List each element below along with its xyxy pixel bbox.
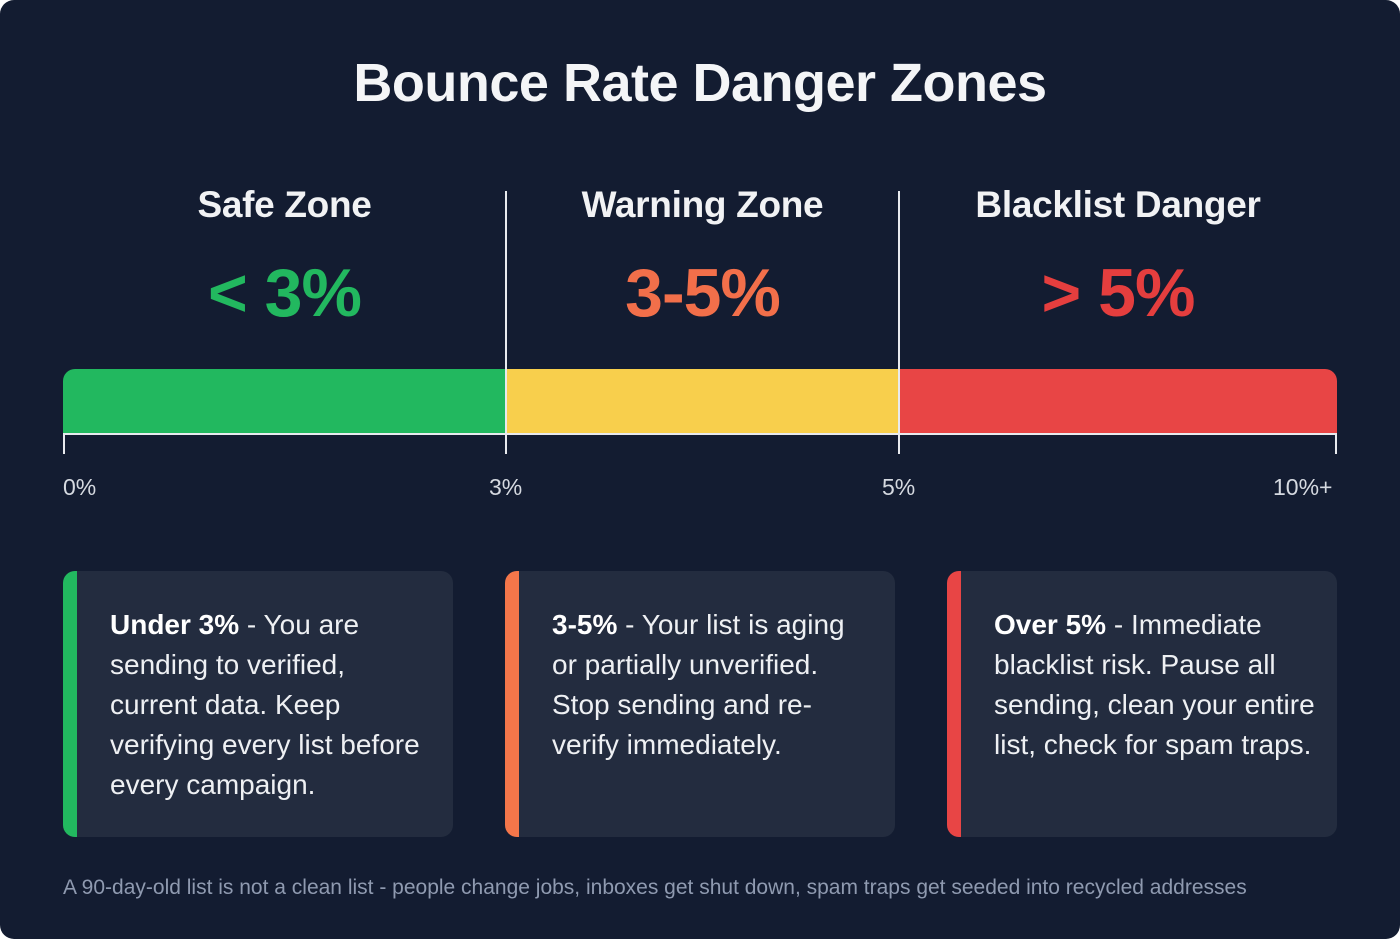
card-text: Over 5% - Immediate blacklist risk. Paus… xyxy=(994,605,1319,765)
zone-header-danger: Blacklist Danger > 5% xyxy=(899,184,1337,332)
tick-label-3: 3% xyxy=(489,474,523,500)
card-description: - You are sending to verified, current d… xyxy=(110,609,420,800)
card-accent-bar xyxy=(505,571,519,837)
axis-tick xyxy=(898,433,900,454)
tick-label-10: 10%+ xyxy=(1273,474,1333,500)
card-accent-bar xyxy=(63,571,77,837)
card-text: Under 3% - You are sending to verified, … xyxy=(110,605,435,805)
card-lead: Over 5% xyxy=(994,609,1107,640)
card-accent-bar xyxy=(947,571,961,837)
axis-tick xyxy=(505,433,507,454)
chart-title: Bounce Rate Danger Zones xyxy=(353,53,1047,113)
zone-divider xyxy=(505,191,507,453)
zone-name: Safe Zone xyxy=(197,184,372,225)
bar-segment-warning xyxy=(506,369,899,433)
tick-label-0: 0% xyxy=(63,474,97,500)
card-description: - Immediate blacklist risk. Pause all se… xyxy=(994,609,1315,760)
zone-range: < 3% xyxy=(208,255,362,331)
bar-segment-safe xyxy=(63,369,506,433)
footnote: A 90-day-old list is not a clean list - … xyxy=(63,876,1247,899)
zone-divider xyxy=(898,191,900,453)
tick-label-5: 5% xyxy=(882,474,916,500)
zone-range: 3-5% xyxy=(625,255,781,331)
zone-range: > 5% xyxy=(1041,255,1196,331)
info-card-safe: Under 3% - You are sending to verified, … xyxy=(63,571,453,837)
info-card-warning: 3-5% - Your list is aging or partially u… xyxy=(505,571,895,837)
zone-header-safe: Safe Zone < 3% xyxy=(63,184,506,332)
axis-tick xyxy=(63,433,65,454)
card-text: 3-5% - Your list is aging or partially u… xyxy=(552,605,877,765)
info-card-danger: Over 5% - Immediate blacklist risk. Paus… xyxy=(947,571,1337,837)
axis-tick xyxy=(1335,433,1337,454)
zone-name: Warning Zone xyxy=(581,184,824,225)
card-lead: Under 3% xyxy=(110,609,240,640)
card-lead: 3-5% xyxy=(552,609,618,640)
bar-segment-danger xyxy=(899,369,1337,433)
x-axis-line xyxy=(63,433,1337,435)
zone-name: Blacklist Danger xyxy=(975,184,1261,225)
zone-header-warning: Warning Zone 3-5% xyxy=(506,184,899,332)
card-description: - Your list is aging or partially unveri… xyxy=(552,609,845,760)
